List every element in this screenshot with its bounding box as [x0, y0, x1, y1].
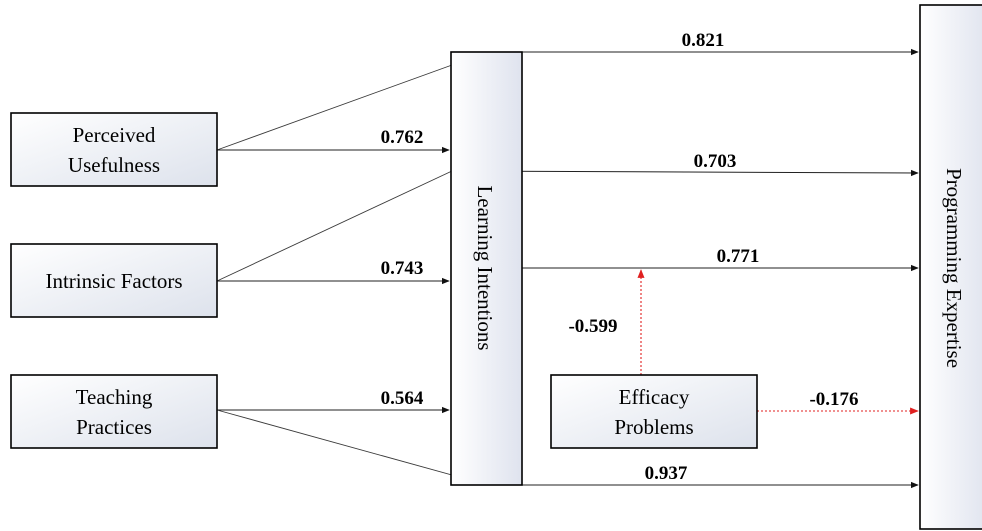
coef-if-to-pe: 0.703	[694, 151, 737, 172]
node-perceived-usefulness-line1: Perceived	[73, 123, 156, 147]
node-teaching-practices-line1: Teaching	[76, 385, 153, 409]
node-teaching-practices: Teaching Practices	[10, 374, 218, 449]
path-line-pu-upper	[216, 51, 489, 151]
coef-pu-to-li: 0.762	[381, 127, 424, 148]
coef-pu-to-pe: 0.821	[682, 30, 725, 51]
node-intrinsic-factors: Intrinsic Factors	[10, 243, 218, 318]
node-perceived-usefulness-line2: Usefulness	[68, 153, 160, 177]
coef-li-to-pe: 0.771	[717, 246, 760, 267]
node-teaching-practices-line2: Practices	[76, 415, 152, 439]
node-efficacy-problems: Efficacy Problems	[550, 374, 758, 449]
node-efficacy-problems-line1: Efficacy	[619, 385, 690, 409]
coef-ep-to-pe: -0.176	[809, 389, 858, 410]
path-line-tp-lower	[216, 409, 489, 486]
node-programming-expertise-label: Programming Expertise	[942, 168, 966, 368]
node-intrinsic-factors-label: Intrinsic Factors	[45, 269, 182, 293]
coef-if-to-li: 0.743	[381, 258, 424, 279]
node-learning-intentions: Learning Intentions	[450, 51, 523, 486]
coef-tp-to-pe: 0.937	[645, 463, 688, 484]
path-arrow-if-to-pe	[451, 169, 919, 177]
node-perceived-usefulness: Perceived Usefulness	[10, 112, 218, 187]
path-line-if-upper	[216, 170, 453, 282]
node-efficacy-problems-line2: Problems	[614, 415, 693, 439]
node-programming-expertise: Programming Expertise	[919, 4, 982, 530]
coef-tp-to-li: 0.564	[381, 388, 424, 409]
coef-ep-to-li-pe: -0.599	[568, 316, 617, 337]
node-learning-intentions-label: Learning Intentions	[473, 185, 497, 350]
